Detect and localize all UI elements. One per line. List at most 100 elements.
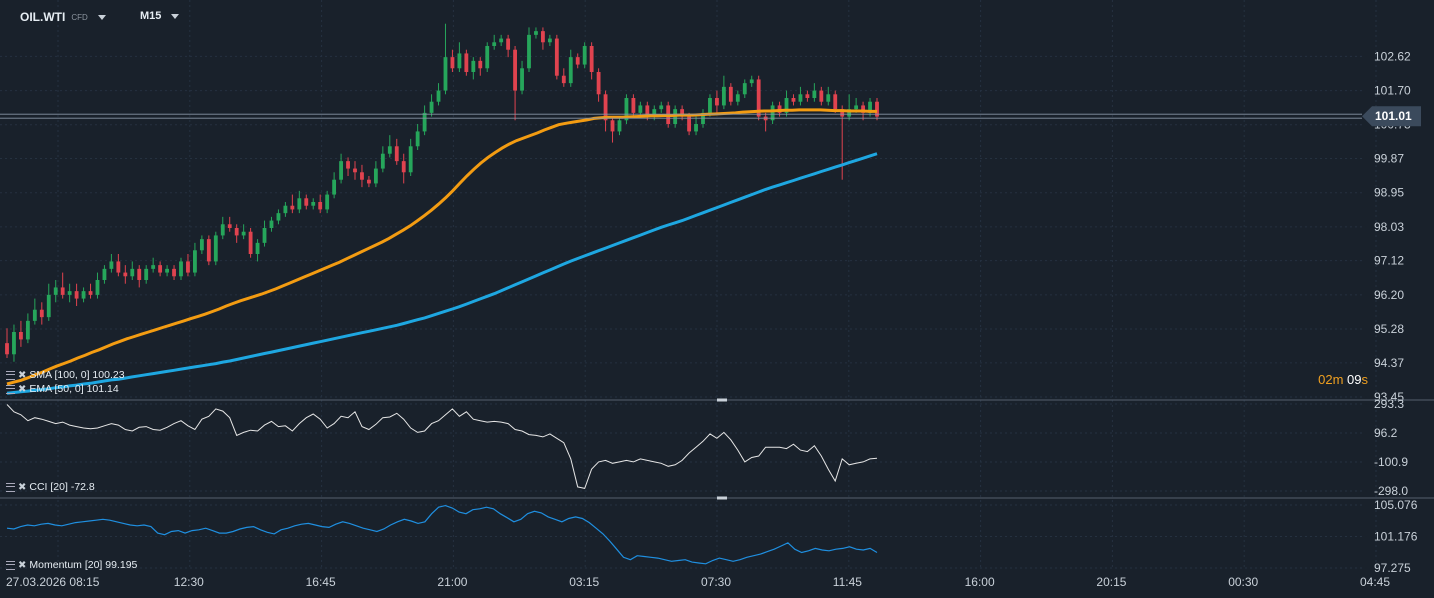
candle-body <box>485 46 490 69</box>
legend-sma-label: SMA [100, 0] 100.23 <box>29 369 125 381</box>
candle-body <box>297 198 302 210</box>
candle-body <box>715 98 719 106</box>
candle-body <box>39 309 44 318</box>
cci-axis-label: 293.3 <box>1374 397 1404 411</box>
cci-axis-label: 96.2 <box>1374 426 1398 440</box>
candle-body <box>290 205 295 210</box>
candle-body <box>513 49 517 91</box>
candle-body <box>708 98 712 113</box>
time-axis-label: 03:15 <box>569 575 599 589</box>
time-axis-label: 21:00 <box>437 575 467 589</box>
candle-body <box>234 228 239 236</box>
candle-body <box>151 265 156 269</box>
candle-body <box>603 94 608 121</box>
symbol-selector[interactable]: OIL.WTI CFD <box>20 10 106 24</box>
time-axis-label: 27.03.2026 08:15 <box>6 575 100 589</box>
candle-body <box>770 105 775 121</box>
close-icon[interactable]: ✖ <box>18 481 27 493</box>
cci-axis-label: -298.0 <box>1374 484 1408 498</box>
candle-body <box>367 179 371 184</box>
candle-countdown: 02m 09s <box>1318 372 1368 387</box>
candle-body <box>506 38 511 50</box>
time-axis-label: 16:00 <box>965 575 995 589</box>
candle-body <box>346 161 350 169</box>
candle-body <box>728 86 733 102</box>
legend-cci-label: CCI [20] -72.8 <box>29 481 95 493</box>
candle-body <box>499 38 504 43</box>
legend-momentum-label: Momentum [20] 99.195 <box>29 559 138 571</box>
candle-body <box>478 60 483 69</box>
close-icon[interactable]: ✖ <box>18 383 27 395</box>
candle-body <box>575 57 580 65</box>
candle-body <box>721 86 726 106</box>
candle-body <box>394 146 399 162</box>
candle-body <box>450 57 455 69</box>
candle-body <box>109 261 114 269</box>
candle-body <box>25 320 30 340</box>
close-icon[interactable]: ✖ <box>18 369 27 381</box>
candle-body <box>457 53 462 69</box>
candle-body <box>429 101 434 113</box>
current-price-label: 101.01 <box>1375 109 1412 123</box>
candle-body <box>415 131 420 147</box>
candle-body <box>568 57 573 84</box>
candle-body <box>262 228 267 243</box>
timer-m-unit: m <box>1332 372 1344 387</box>
candle-body <box>875 101 879 117</box>
candle-body <box>624 98 629 121</box>
candle-body <box>116 261 121 273</box>
candle-body <box>158 265 163 273</box>
candle-body <box>46 294 51 318</box>
candle-body <box>332 179 337 195</box>
candle-body <box>687 116 691 132</box>
candle-body <box>659 105 664 110</box>
candle-body <box>631 98 636 113</box>
chevron-down-icon[interactable] <box>171 13 180 19</box>
settings-icon[interactable] <box>6 384 15 394</box>
momentum-axis-label: 101.176 <box>1374 529 1418 543</box>
candle-body <box>199 239 204 251</box>
chevron-down-icon[interactable] <box>97 14 106 20</box>
candle-body <box>589 46 594 72</box>
timer-minutes: 02 <box>1318 372 1333 387</box>
symbol-name: OIL.WTI <box>20 10 66 24</box>
timeframe-selector[interactable]: M15 <box>140 10 180 22</box>
candle-body <box>130 268 135 277</box>
candle-body <box>638 105 643 113</box>
candle-body <box>325 194 330 210</box>
candle-body <box>19 332 23 340</box>
candle-body <box>464 53 469 72</box>
candle-body <box>443 57 448 91</box>
candle-body <box>318 202 323 210</box>
candle-body <box>32 309 37 321</box>
price-axis-label: 96.20 <box>1374 288 1404 302</box>
candle-body <box>436 90 441 102</box>
candle-body <box>749 79 754 84</box>
cci-line <box>6 404 878 489</box>
close-icon[interactable]: ✖ <box>18 559 27 571</box>
momentum-axis-label: 97.275 <box>1374 561 1411 575</box>
candle-body <box>582 46 587 65</box>
candle-body <box>868 101 872 113</box>
cci-axis-label: -100.9 <box>1374 455 1408 469</box>
candle-body <box>554 38 559 76</box>
candle-body <box>353 168 357 173</box>
candle-body <box>380 153 385 169</box>
candle-body <box>422 112 427 132</box>
candle-body <box>387 146 392 154</box>
candle-body <box>172 268 176 277</box>
timeframe-label: M15 <box>140 10 162 22</box>
legend-momentum: ✖ Momentum [20] 99.195 <box>6 559 137 571</box>
settings-icon[interactable] <box>6 482 15 492</box>
candle-body <box>179 261 183 277</box>
candle-body <box>227 224 232 228</box>
settings-icon[interactable] <box>6 560 15 570</box>
candle-body <box>784 98 789 113</box>
candle-body <box>81 291 86 299</box>
price-axis-label: 101.70 <box>1374 84 1411 98</box>
candle-body <box>220 224 225 236</box>
candle-body <box>645 105 650 117</box>
candle-body <box>186 261 190 273</box>
settings-icon[interactable] <box>6 370 15 380</box>
